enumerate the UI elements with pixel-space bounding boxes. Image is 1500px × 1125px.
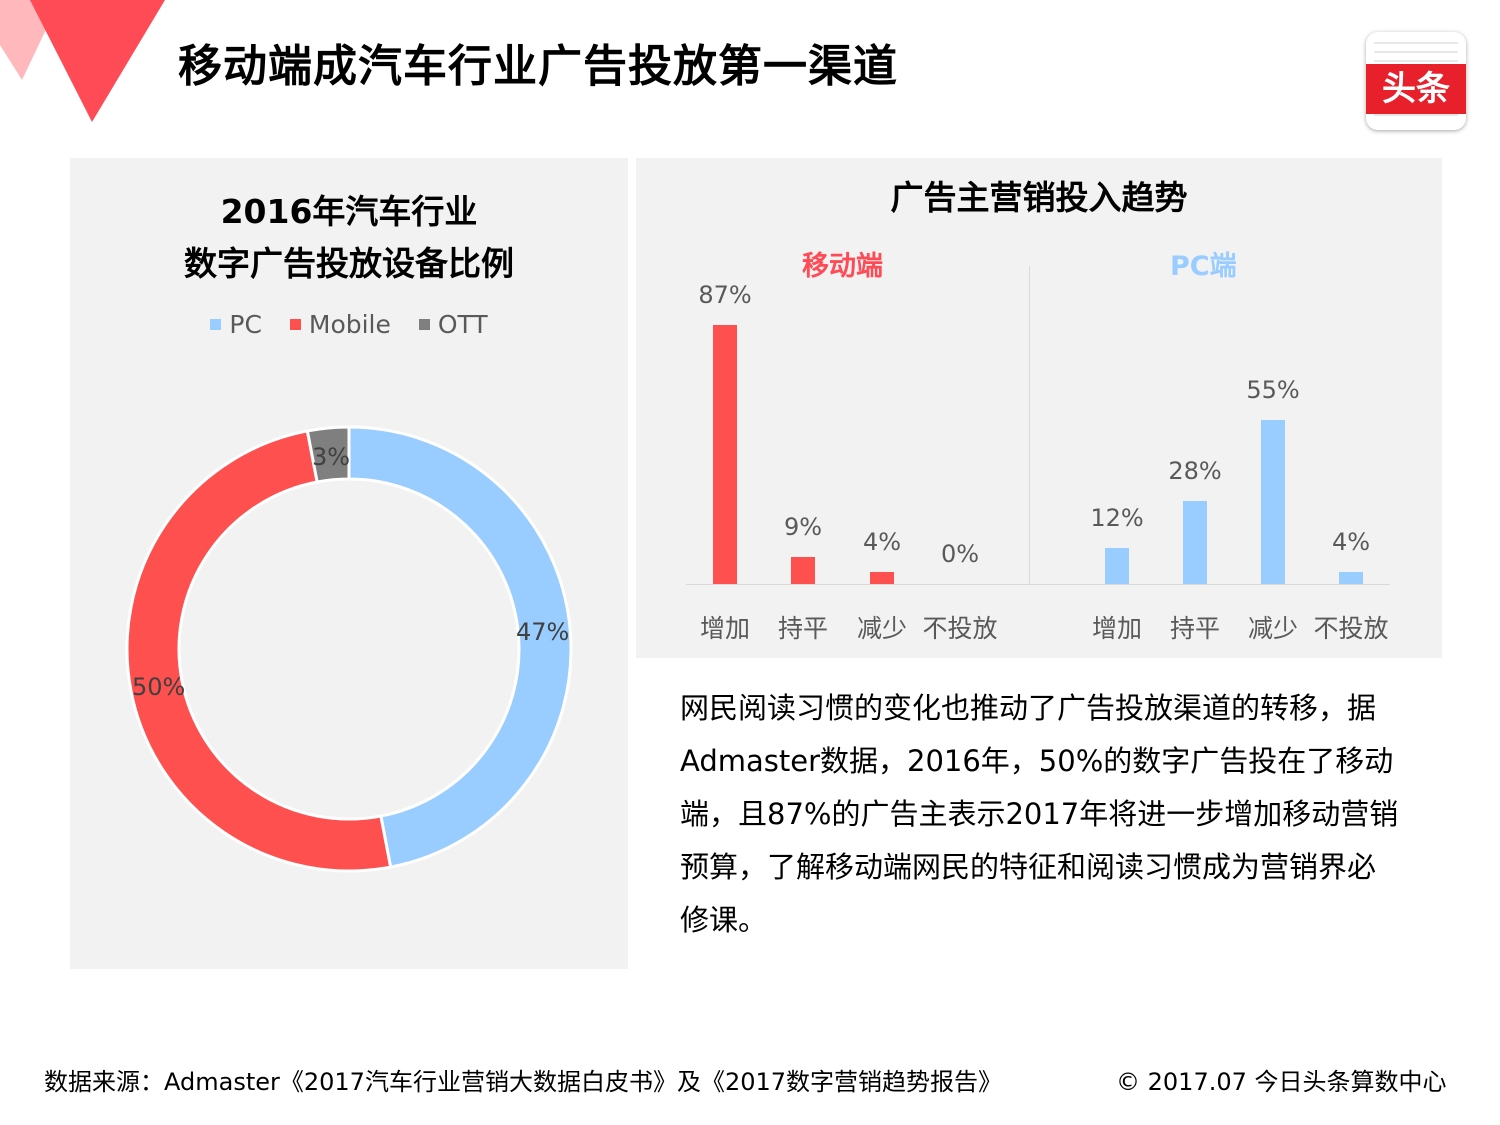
logo-text: 头条 (1366, 64, 1466, 114)
donut-slice-pc (347, 425, 573, 869)
donut-chart-panel: 2016年汽车行业 数字广告投放设备比例 PC Mobile OTT 47% 5… (70, 158, 628, 969)
bar-pc-4 (1339, 572, 1363, 584)
slice-label-ott: 3% (312, 443, 351, 471)
donut-chart (125, 425, 573, 873)
value-label-mobile-4: 0% (940, 540, 980, 568)
category-label-pc-1: 增加 (1091, 614, 1142, 643)
donut-slice-ott (305, 425, 351, 484)
category-label-pc-4: 不投放 (1313, 614, 1389, 643)
corner-decoration (0, 0, 165, 122)
bar-mobile-2 (791, 557, 815, 584)
value-label-pc-4: 4% (1331, 528, 1371, 557)
corner-triangle-dark (30, 0, 165, 122)
legend-item-pc: PC (210, 310, 262, 339)
category-label-mobile-1: 增加 (699, 614, 750, 643)
donut-chart-title-line-1: 2016年汽车行业 (220, 192, 478, 231)
page-title: 移动端成汽车行业广告投放第一渠道 (178, 41, 898, 92)
donut-slice-mobile (125, 429, 393, 873)
donut-legend: PC Mobile OTT (70, 310, 628, 339)
slice-label-pc: 47% (516, 618, 570, 646)
group-label-mobile: 移动端 (802, 251, 883, 282)
legend-label-pc: PC (229, 310, 262, 339)
bar-pc-3 (1261, 420, 1285, 584)
value-label-pc-1: 12% (1090, 504, 1144, 533)
category-label-mobile-4: 不投放 (922, 614, 998, 643)
bar-chart-title: 广告主营销投入趋势 (890, 178, 1188, 217)
category-label-pc-2: 持平 (1169, 614, 1220, 643)
bar-chart-panel: 广告主营销投入趋势 移动端 PC端 87% 增加 9% 持平 4% 减少 0% 不投放 12% 增… (636, 158, 1442, 658)
bar-mobile-1 (713, 324, 737, 584)
group-label-pc: PC端 (1170, 251, 1237, 282)
bars-layer: 87% 增加 9% 持平 4% 减少 0% 不投放 12% 增加 28% 持平 55% 减少 4% 不投放 (636, 158, 1442, 658)
data-source-note: 数据来源：Admaster《2017汽车行业营销大数据白皮书》及《2017数字营… (44, 1068, 1003, 1096)
value-label-mobile-1: 87% (698, 280, 752, 309)
copyright-note: © 2017.07 今日头条算数中心 (1116, 1068, 1447, 1096)
category-label-mobile-3: 减少 (856, 614, 907, 643)
bar-pc-2 (1183, 500, 1207, 584)
value-label-pc-3: 55% (1246, 376, 1300, 405)
value-label-mobile-3: 4% (862, 528, 902, 557)
group-divider (1029, 266, 1030, 584)
legend-label-ott: OTT (437, 310, 488, 339)
bar-mobile-3 (870, 572, 894, 584)
legend-swatch-ott (418, 318, 430, 330)
value-label-pc-2: 28% (1168, 456, 1222, 485)
bar-pc-1 (1105, 548, 1129, 584)
value-label-mobile-2: 9% (783, 513, 823, 542)
legend-item-ott: OTT (418, 310, 488, 339)
legend-label-mobile: Mobile (308, 310, 391, 339)
category-label-pc-3: 减少 (1247, 614, 1298, 643)
legend-swatch-pc (210, 318, 222, 330)
description-paragraph: 网民阅读习惯的变化也推动了广告投放渠道的转移，据Admaster数据，2016年… (680, 691, 1399, 937)
toutiao-logo: 头条 (1366, 32, 1466, 130)
legend-swatch-mobile (289, 318, 301, 330)
donut-chart-title-line-2: 数字广告投放设备比例 (184, 244, 514, 283)
slice-label-mobile: 50% (132, 673, 186, 701)
baseline-axis (686, 584, 1390, 585)
legend-item-mobile: Mobile (289, 310, 391, 339)
category-label-mobile-2: 持平 (777, 614, 828, 643)
